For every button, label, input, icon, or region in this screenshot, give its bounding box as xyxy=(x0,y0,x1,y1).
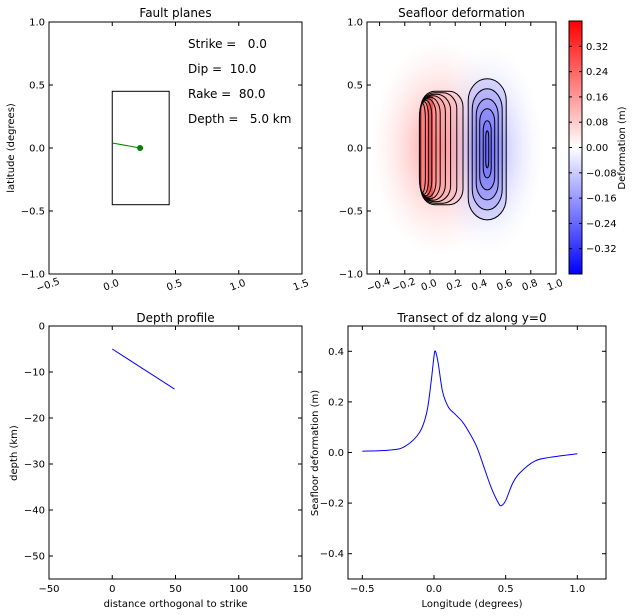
fault-planes-frame xyxy=(48,21,303,275)
xtick-label: 1.5 xyxy=(292,278,311,294)
xtick-label: 1.0 xyxy=(569,584,585,595)
colorbar-tick-label: −0.32 xyxy=(586,244,617,255)
xtick-label: 1.0 xyxy=(546,278,565,294)
transect-xticks: −0.5 0.0 0.5 1.0 xyxy=(350,326,585,595)
xtick-label: 0.8 xyxy=(521,278,540,294)
deformation-field xyxy=(370,38,543,258)
ytick-label: 0.0 xyxy=(328,448,344,459)
colorbar-tick-label: −0.08 xyxy=(586,168,617,179)
annotation-rake: Rake = 80.0 xyxy=(188,87,266,101)
seafloor-frame xyxy=(366,21,557,275)
xtick-label: 0.6 xyxy=(495,278,514,294)
transect-title: Transect of dz along y=0 xyxy=(396,311,546,325)
ytick-label: 0.4 xyxy=(328,347,344,358)
fault-rectangle xyxy=(111,90,170,206)
xtick-label: 100 xyxy=(229,584,248,595)
ytick-label: 1.0 xyxy=(347,18,363,29)
depth-profile-frame xyxy=(48,325,303,580)
subsidence-contour xyxy=(467,78,507,221)
ytick-label: −0.5 xyxy=(339,207,363,218)
subsidence-contour xyxy=(485,130,490,169)
ytick-label: −1.0 xyxy=(339,270,363,281)
xtick-label: 0 xyxy=(109,584,115,595)
ytick-label: 0 xyxy=(39,322,45,333)
panel-depth-profile: Depth profile depth (km) distance orthog… xyxy=(9,311,312,610)
panel-transect: Transect of dz along y=0 Seafloor deform… xyxy=(310,311,607,610)
colorbar-tick-label: 0.08 xyxy=(586,118,608,129)
colorbar-tick-label: −0.24 xyxy=(586,219,617,230)
xtick-label: 0.5 xyxy=(165,278,184,294)
xtick-label: 50 xyxy=(169,584,182,595)
ytick-label: −0.5 xyxy=(21,207,45,218)
transect-frame xyxy=(347,325,607,580)
colorbar-label: Deformation (m) xyxy=(617,106,628,189)
xtick-label: −0.4 xyxy=(365,276,392,295)
ytick-label: 0.0 xyxy=(29,144,45,155)
ytick-label: −0.4 xyxy=(320,549,344,560)
depth-profile-title: Depth profile xyxy=(136,311,214,325)
xtick-label: 150 xyxy=(292,584,311,595)
ytick-label: −20 xyxy=(24,414,45,425)
ytick-label: 0.5 xyxy=(29,81,45,92)
colorbar-tick-label: −0.16 xyxy=(586,194,617,205)
uplift-contour xyxy=(418,102,426,194)
ytick-label: −0.2 xyxy=(320,499,344,510)
colorbar-tick-label: 0.24 xyxy=(586,67,608,78)
depth-profile-ylabel: depth (km) xyxy=(9,425,20,481)
xtick-label: −0.2 xyxy=(391,276,418,295)
ytick-label: −40 xyxy=(24,506,45,517)
xtick-label: −0.5 xyxy=(350,584,374,595)
transect-line xyxy=(362,350,578,507)
transect-xlabel: Longitude (degrees) xyxy=(422,599,523,610)
annotation-strike: Strike = 0.0 xyxy=(188,37,267,51)
ytick-label: −30 xyxy=(24,460,45,471)
colorbar-tick-label: 0.32 xyxy=(586,42,608,53)
contour-lines xyxy=(418,78,507,221)
ytick-label: 0.5 xyxy=(347,81,363,92)
ytick-label: 1.0 xyxy=(29,18,45,29)
depth-profile-xticks: −50 0 50 100 150 xyxy=(38,326,312,595)
colorbar-tick-label: 0.00 xyxy=(586,143,608,154)
annotation-dip: Dip = 10.0 xyxy=(188,62,256,76)
ytick-label: 0.2 xyxy=(328,397,344,408)
depth-profile-line xyxy=(111,348,175,390)
fault-planes-yticks: −1.0 −0.5 0.0 0.5 1.0 xyxy=(21,18,302,281)
fault-planes-title: Fault planes xyxy=(139,6,211,20)
depth-profile-xlabel: distance orthogonal to strike xyxy=(104,599,248,610)
xtick-label: 0.2 xyxy=(445,278,464,294)
fault-planes-ylabel: latitude (degrees) xyxy=(6,103,17,193)
subsidence-contour xyxy=(475,98,499,201)
xtick-label: 0.5 xyxy=(498,584,514,595)
xtick-label: −50 xyxy=(38,584,59,595)
xtick-label: 0.0 xyxy=(102,278,121,294)
xtick-label: 0.0 xyxy=(426,584,442,595)
panel-fault-planes: Fault planes latitude (degrees) −0.5 0.0 0… xyxy=(6,6,310,295)
transect-ylabel: Seafloor deformation (m) xyxy=(310,390,321,516)
panel-seafloor-deformation: Seafloor deformation −0.4−0.2 0.0 0.2 0.4 0.… xyxy=(339,6,628,295)
ytick-label: −10 xyxy=(24,368,45,379)
colorbar-ticks: 0.32 0.24 0.16 0.08 0.00 −0.08 −0.16 −0.24 −0.32 xyxy=(569,42,617,255)
fault-planes-xticks: −0.5 0.0 0.5 1.0 1.5 xyxy=(35,22,311,295)
transect-yticks: 0.4 0.2 0.0 −0.2 −0.4 xyxy=(320,347,606,560)
xtick-label: 0.4 xyxy=(470,278,489,294)
annotation-depth: Depth = 5.0 km xyxy=(188,112,291,126)
ytick-label: −50 xyxy=(24,552,45,563)
seafloor-title: Seafloor deformation xyxy=(398,6,525,20)
ytick-label: −1.0 xyxy=(21,270,45,281)
ytick-label: 0.0 xyxy=(347,144,363,155)
xtick-label: 0.0 xyxy=(420,278,439,294)
uplift-core xyxy=(427,95,433,201)
xtick-label: 1.0 xyxy=(229,278,248,294)
slip-line xyxy=(112,142,141,149)
depth-profile-yticks: 0 −10 −20 −30 −40 −50 xyxy=(24,322,302,563)
colorbar-tick-label: 0.16 xyxy=(586,92,608,103)
subsidence-contour xyxy=(482,120,492,179)
centroid-dot xyxy=(137,145,144,151)
